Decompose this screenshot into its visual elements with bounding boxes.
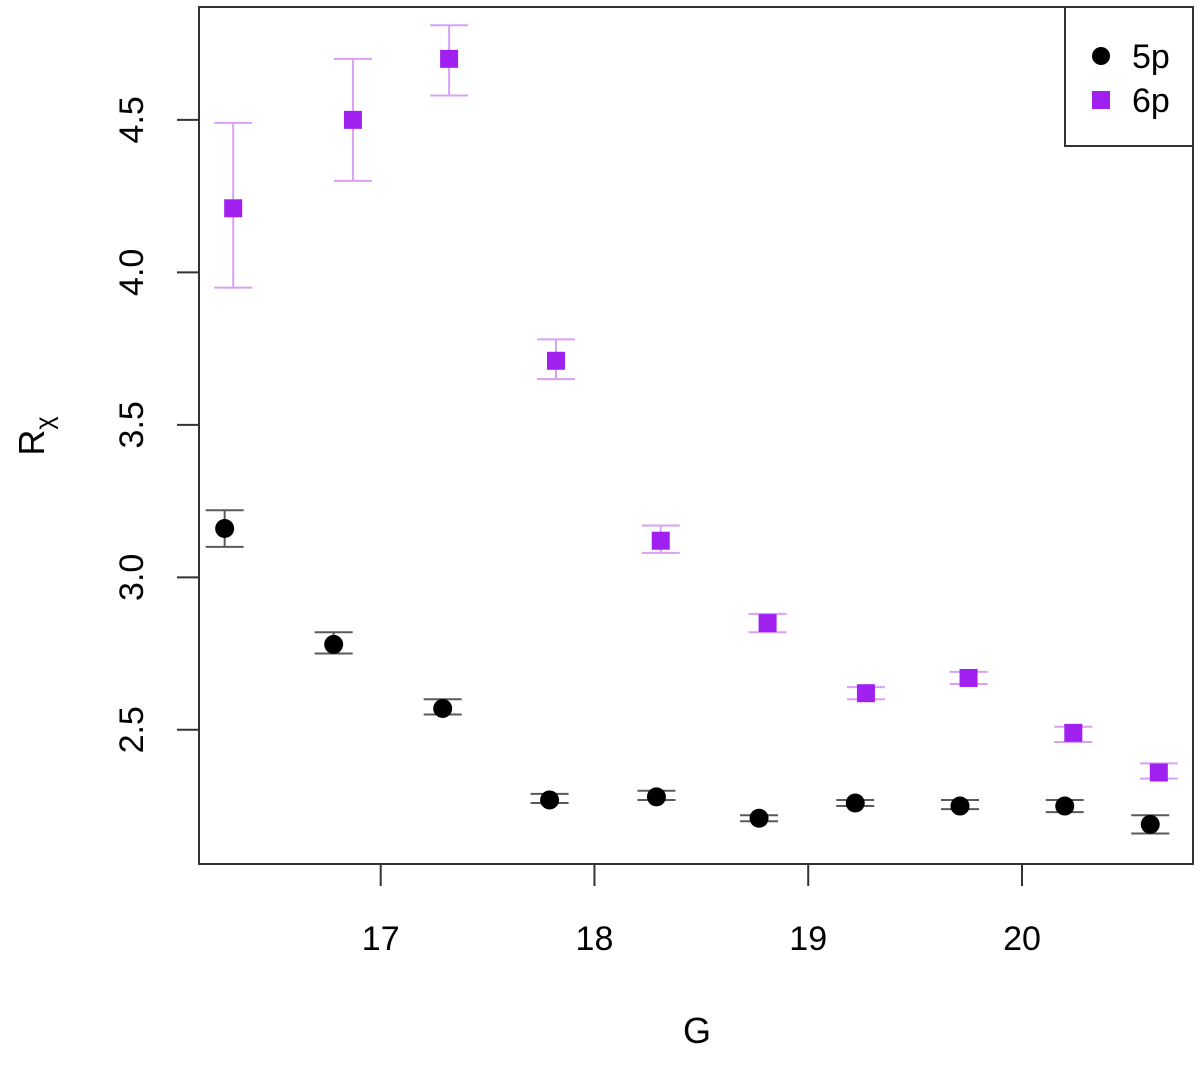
data-point-6p	[1149, 763, 1168, 782]
y-tick-label: 2.5	[113, 706, 151, 753]
data-point-6p	[546, 351, 565, 370]
y-tick-label: 3.0	[113, 554, 151, 601]
x-tick-label: 17	[362, 920, 400, 958]
x-tick-label: 18	[576, 920, 614, 958]
data-point-6p	[343, 110, 362, 129]
plot-frame	[198, 6, 1194, 865]
data-point-5p	[749, 808, 769, 828]
legend: 5p 6p	[1064, 6, 1194, 147]
legend-label-6p: 6p	[1132, 82, 1170, 120]
x-axis-title: G	[683, 1010, 711, 1051]
data-point-5p	[646, 787, 666, 807]
y-tick-label: 4.5	[113, 96, 151, 143]
x-tick-label: 19	[789, 920, 827, 958]
data-point-5p	[845, 793, 865, 813]
legend-marker-5p	[1092, 47, 1110, 65]
data-point-5p	[433, 698, 453, 718]
y-tick-label: 4.0	[113, 249, 151, 296]
y-axis-title-subscript: χ	[31, 416, 59, 429]
y-axis-title-main: R	[11, 430, 52, 456]
data-point-6p	[1064, 723, 1083, 742]
error-bars-layer	[205, 24, 1178, 835]
data-point-6p	[758, 614, 777, 633]
ticks-layer: 17 18 19 20 2.5 3.0 3.5 4.0 4.5	[113, 96, 1041, 958]
data-point-6p	[440, 49, 459, 68]
data-point-5p	[950, 796, 970, 816]
data-point-6p	[651, 531, 670, 550]
data-point-5p	[540, 790, 560, 810]
data-point-6p	[959, 668, 978, 687]
data-point-5p	[215, 519, 235, 539]
legend-label-5p: 5p	[1132, 38, 1170, 76]
data-point-5p	[1055, 796, 1075, 816]
y-tick-label: 3.5	[113, 401, 151, 448]
data-point-5p	[1140, 814, 1160, 834]
legend-box	[1064, 6, 1194, 147]
data-point-6p	[224, 199, 243, 218]
points-layer	[215, 49, 1168, 834]
y-axis-title: Rχ	[11, 416, 59, 455]
legend-marker-6p	[1092, 91, 1110, 109]
data-point-6p	[856, 684, 875, 703]
x-tick-label: 20	[1003, 920, 1041, 958]
data-point-5p	[324, 634, 344, 654]
